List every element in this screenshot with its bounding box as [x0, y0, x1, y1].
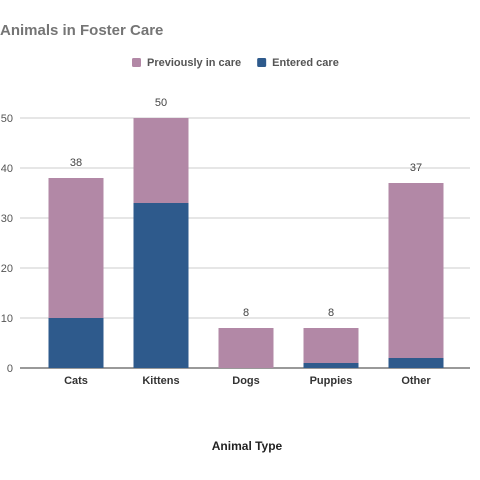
x-tick-label: Other [401, 375, 431, 387]
bar-previously-in-care [218, 328, 274, 368]
chart-title: Animals in Foster Care [0, 22, 164, 39]
legend-swatch [257, 58, 267, 67]
bar-total-label: 50 [155, 97, 167, 109]
bar-entered-care [388, 358, 444, 368]
x-tick-label: Dogs [232, 375, 260, 387]
y-tick-label: 30 [1, 213, 13, 225]
legend-swatch [132, 58, 141, 67]
legend-item: Entered care [257, 57, 339, 69]
bar-total-labels: 38 50 8 8 37 [70, 97, 422, 319]
y-tick-label: 50 [1, 113, 13, 125]
x-tick-label: Puppies [310, 375, 353, 387]
bar-previously-in-care [303, 328, 359, 363]
bar-previously-in-care [388, 183, 444, 358]
y-axis-ticks: 0 10 20 30 40 50 [1, 113, 13, 375]
y-tick-label: 0 [7, 363, 13, 375]
legend-label: Entered care [272, 57, 339, 69]
y-tick-label: 40 [1, 163, 13, 175]
x-axis-ticks: Cats Kittens Dogs Puppies Other [64, 375, 431, 387]
y-tick-label: 10 [1, 313, 13, 325]
bar-total-label: 38 [70, 157, 82, 169]
y-tick-label: 20 [1, 263, 13, 275]
bar-entered-care [48, 318, 104, 368]
bar-total-label: 8 [243, 307, 249, 319]
bar-entered-care [133, 203, 189, 368]
legend: Previously in care Entered care [132, 57, 339, 69]
bar-previously-in-care [48, 178, 104, 318]
x-tick-label: Cats [64, 375, 88, 387]
bar-previously-in-care [133, 118, 189, 203]
legend-item: Previously in care [132, 57, 241, 69]
bar-total-label: 37 [410, 162, 422, 174]
bar-total-label: 8 [328, 307, 334, 319]
legend-label: Previously in care [147, 57, 241, 69]
bar-entered-care [303, 363, 359, 368]
x-tick-label: Kittens [142, 375, 179, 387]
x-axis-title: Animal Type [212, 439, 283, 453]
bars [48, 118, 444, 368]
